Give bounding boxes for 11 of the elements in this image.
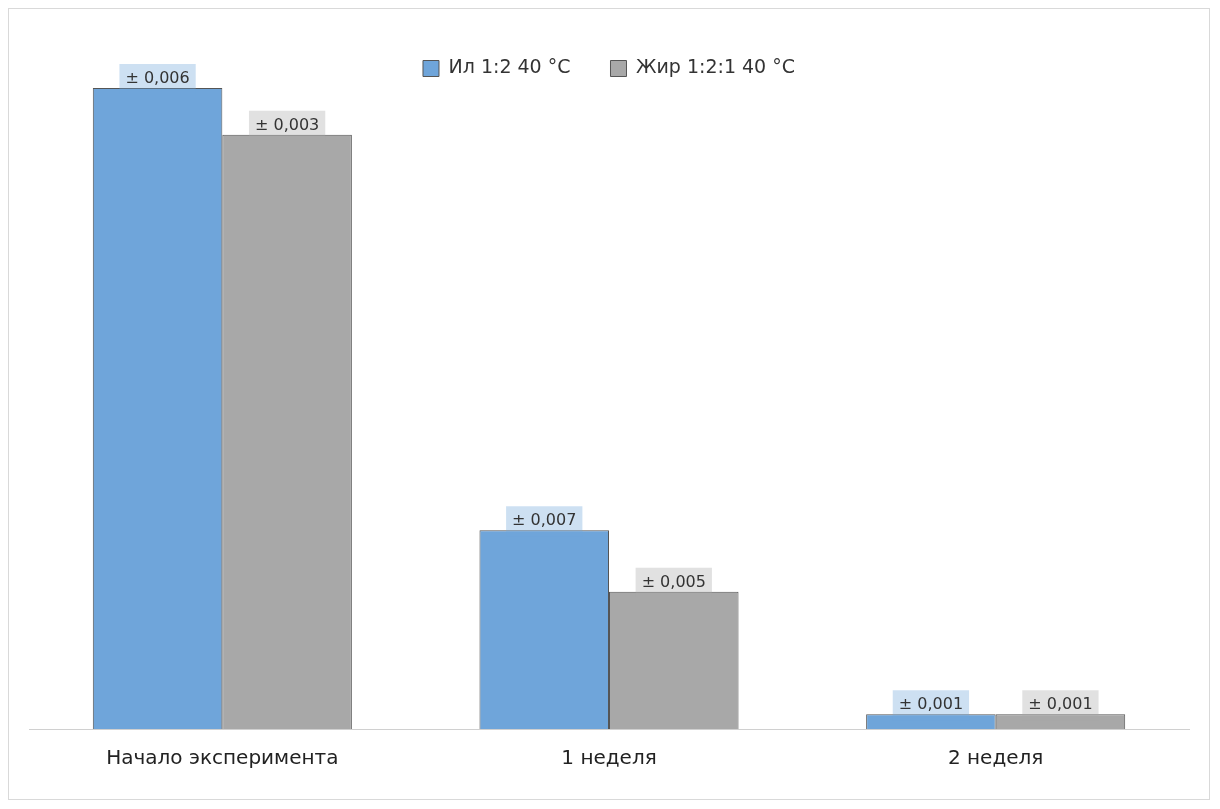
x-tick-label: Начало эксперимента [106,745,339,770]
annotation: ± 0,001 [898,694,964,714]
x-tick-label: 1 неделя [561,745,657,770]
annotation: ± 0,003 [254,114,320,134]
x-tick-label: 2 неделя [947,745,1044,770]
annotation: ± 0,005 [641,571,706,591]
annotation: ± 0,007 [512,510,577,530]
text: ± 0,006 [125,68,190,88]
annotation: ± 0,001 [1028,694,1093,714]
legend-label: Жир 1:2:1 40 °C [636,55,796,78]
legend-label: Ил 1:2 40 °C [448,55,571,78]
